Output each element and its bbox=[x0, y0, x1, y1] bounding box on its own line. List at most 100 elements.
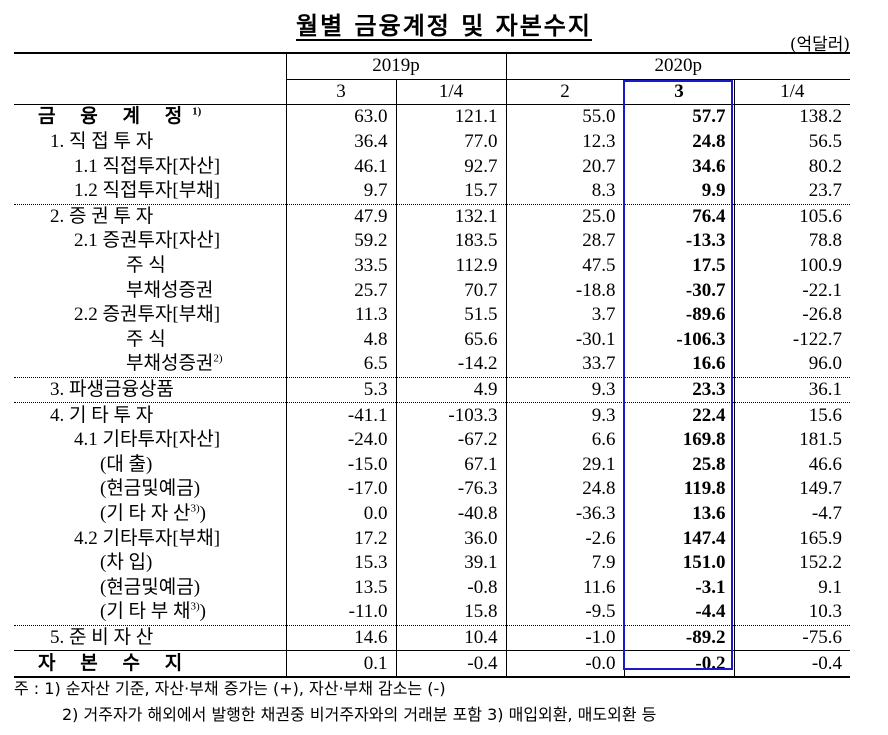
header-quarter-row: 3 1/4 2 3 1/4 bbox=[14, 79, 850, 106]
table-row: (현금및예금) 13.5 -0.8 11.6 -3.1 9.1 bbox=[14, 575, 850, 601]
value-cell: 23.3 bbox=[623, 376, 734, 403]
value-cell: 25.7 bbox=[285, 278, 396, 303]
value-cell: 152.2 bbox=[733, 550, 850, 576]
value-cell: 33.5 bbox=[285, 253, 396, 279]
value-cell: -41.1 bbox=[285, 402, 396, 428]
value-cell: 3.7 bbox=[505, 302, 624, 328]
value-cell: -106.3 bbox=[623, 327, 734, 353]
table-row: 4.1 기타투자[자산] -24.0 -67.2 6.6 169.8 181.5 bbox=[14, 427, 850, 453]
value-cell: 76.4 bbox=[623, 203, 734, 230]
value-cell: 36.4 bbox=[285, 129, 396, 155]
row-label: 자 본 수 지 bbox=[14, 650, 286, 678]
value-cell: 78.8 bbox=[733, 229, 850, 254]
table-row: 금 융 계 정1) 63.0 121.1 55.0 57.7 138.2 bbox=[14, 104, 850, 130]
value-cell: -15.0 bbox=[285, 452, 396, 478]
value-cell: 46.6 bbox=[733, 452, 850, 478]
table-body: 금 융 계 정1) 63.0 121.1 55.0 57.7 138.2 1. 직 접 투 … bbox=[14, 104, 850, 678]
header-quarter: 3 bbox=[285, 79, 396, 106]
header-quarter: 3 bbox=[623, 79, 734, 106]
value-cell: 10.3 bbox=[733, 600, 850, 626]
value-cell: 100.9 bbox=[733, 253, 850, 279]
row-label: (차 입) bbox=[100, 552, 153, 574]
row-label: 부채성증권 bbox=[126, 279, 214, 301]
table-row: (차 입) 15.3 39.1 7.9 151.0 152.2 bbox=[14, 550, 850, 576]
row-label: (현금및예금) bbox=[100, 478, 201, 500]
value-cell: 92.7 bbox=[395, 154, 506, 179]
table-row: (대 출) -15.0 67.1 29.1 25.8 46.6 bbox=[14, 452, 850, 478]
row-label: 부채성증권2) bbox=[126, 353, 223, 375]
value-cell: 15.8 bbox=[395, 600, 506, 626]
table-row: 부채성증권 25.7 70.7 -18.8 -30.7 -22.1 bbox=[14, 278, 850, 303]
value-cell: -0.2 bbox=[623, 650, 734, 678]
value-cell: 46.1 bbox=[285, 154, 396, 179]
value-cell: 13.6 bbox=[623, 501, 734, 527]
row-label: (기 타 부 채3)) bbox=[100, 601, 206, 623]
value-cell: -17.0 bbox=[285, 477, 396, 502]
value-cell: 14.6 bbox=[285, 624, 396, 651]
row-label: 4. 기 타 투 자 bbox=[14, 402, 286, 428]
value-cell: 112.9 bbox=[395, 253, 506, 279]
value-cell: -75.6 bbox=[733, 624, 850, 651]
value-cell: -40.8 bbox=[395, 501, 506, 527]
table-row: 자 본 수 지 0.1 -0.4 -0.0 -0.2 -0.4 bbox=[14, 650, 850, 678]
header-year-row: 2019p 2020p bbox=[14, 51, 850, 106]
value-cell: 181.5 bbox=[733, 427, 850, 453]
value-cell: -4.7 bbox=[733, 501, 850, 527]
row-label: 2. 증 권 투 자 bbox=[14, 203, 286, 230]
value-cell: 132.1 bbox=[395, 203, 506, 230]
value-cell: 6.5 bbox=[285, 352, 396, 378]
value-cell: 15.7 bbox=[395, 178, 506, 205]
value-cell: 17.5 bbox=[623, 253, 734, 279]
value-cell: 36.1 bbox=[733, 376, 850, 403]
footnotes: 주 : 1) 순자산 기준, 자산·부채 증가는 (+), 자산·부채 감소는 … bbox=[14, 676, 656, 728]
value-cell: -9.5 bbox=[505, 600, 624, 626]
value-cell: -0.4 bbox=[733, 650, 850, 678]
table-row: 주 식 4.8 65.6 -30.1 -106.3 -122.7 bbox=[14, 327, 850, 353]
table-row: (현금및예금) -17.0 -76.3 24.8 119.8 149.7 bbox=[14, 477, 850, 502]
value-cell: -2.6 bbox=[505, 526, 624, 551]
row-label: (기 타 자 산3)) bbox=[100, 502, 206, 524]
value-cell: 57.7 bbox=[623, 104, 734, 130]
value-cell: -14.2 bbox=[395, 352, 506, 378]
value-cell: -0.4 bbox=[395, 650, 506, 678]
value-cell: 33.7 bbox=[505, 352, 624, 378]
value-cell: 165.9 bbox=[733, 526, 850, 551]
value-cell: -36.3 bbox=[505, 501, 624, 527]
value-cell: 20.7 bbox=[505, 154, 624, 179]
value-cell: 6.6 bbox=[505, 427, 624, 453]
page-title: 월별 금융계정 및 자본수지 bbox=[296, 11, 592, 40]
table-row: 2.2 증권투자[부채] 11.3 51.5 3.7 -89.6 -26.8 bbox=[14, 302, 850, 328]
value-cell: 0.0 bbox=[285, 501, 396, 527]
value-cell: -103.3 bbox=[395, 402, 506, 428]
value-cell: 55.0 bbox=[505, 104, 624, 130]
value-cell: 59.2 bbox=[285, 229, 396, 254]
value-cell: 7.9 bbox=[505, 550, 624, 576]
value-cell: 63.0 bbox=[285, 104, 396, 130]
row-label: 금 융 계 정1) bbox=[38, 106, 202, 128]
value-cell: -4.4 bbox=[623, 600, 734, 626]
value-cell: -76.3 bbox=[395, 477, 506, 502]
value-cell: 8.3 bbox=[505, 178, 624, 205]
value-cell: 149.7 bbox=[733, 477, 850, 502]
value-cell: -0.8 bbox=[395, 575, 506, 601]
row-label: (대 출) bbox=[100, 453, 153, 475]
value-cell: 16.6 bbox=[623, 352, 734, 378]
value-cell: 15.3 bbox=[285, 550, 396, 576]
value-cell: 121.1 bbox=[395, 104, 506, 130]
value-cell: 24.8 bbox=[623, 129, 734, 155]
value-cell: 47.5 bbox=[505, 253, 624, 279]
value-cell: 11.6 bbox=[505, 575, 624, 601]
header-quarter: 2 bbox=[505, 79, 624, 106]
value-cell: 17.2 bbox=[285, 526, 396, 551]
value-cell: -67.2 bbox=[395, 427, 506, 453]
row-label: 3. 파생금융상품 bbox=[14, 376, 286, 403]
table-row: 주 식 33.5 112.9 47.5 17.5 100.9 bbox=[14, 253, 850, 279]
row-label: 4.1 기타투자[자산] bbox=[74, 429, 221, 451]
header-quarter: 1/4 bbox=[733, 79, 850, 106]
table-row: 1.1 직접투자[자산] 46.1 92.7 20.7 34.6 80.2 bbox=[14, 154, 850, 179]
value-cell: 9.7 bbox=[285, 178, 396, 205]
table-row: 2. 증 권 투 자 47.9 132.1 25.0 76.4 105.6 bbox=[14, 203, 850, 230]
value-cell: 47.9 bbox=[285, 203, 396, 230]
value-cell: 34.6 bbox=[623, 154, 734, 179]
table-row: 5. 준 비 자 산 14.6 10.4 -1.0 -89.2 -75.6 bbox=[14, 624, 850, 651]
